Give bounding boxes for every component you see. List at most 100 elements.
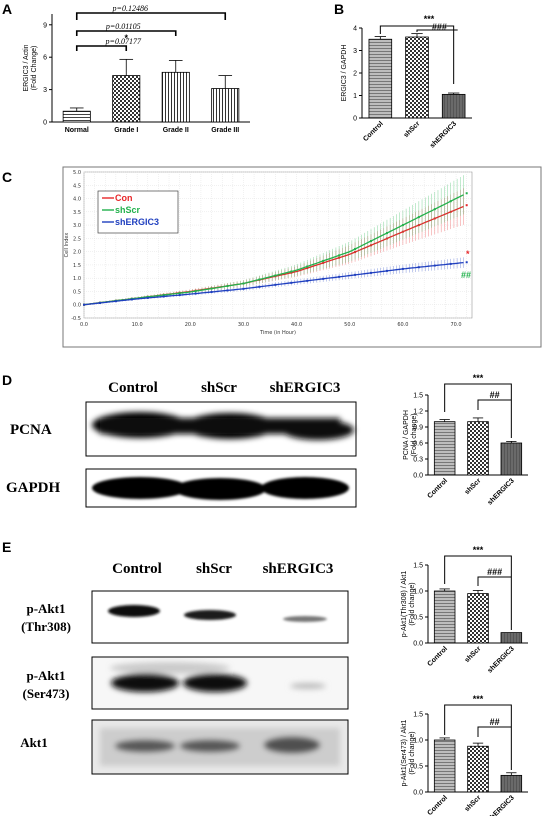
legend: Con shScr shERGIC3 xyxy=(97,190,179,234)
significance-hash: ## xyxy=(461,270,471,280)
y-axis-label: Cell Index xyxy=(64,233,70,258)
blot-e-thr308-bands xyxy=(108,605,327,622)
y-tick-label: 4.5 xyxy=(73,183,81,189)
panel-letter-b: B xyxy=(334,1,344,17)
data-point xyxy=(449,262,452,265)
data-point xyxy=(258,285,261,288)
data-point xyxy=(226,289,229,292)
x-tick-label: 0.0 xyxy=(80,322,88,328)
data-point xyxy=(210,290,213,293)
y-tick-label: 6 xyxy=(43,55,47,62)
data-point xyxy=(162,294,165,297)
panel-letter-e: E xyxy=(2,539,11,555)
data-point xyxy=(354,247,357,250)
bar xyxy=(112,75,141,123)
y-tick-label: 3.5 xyxy=(73,210,81,216)
data-point xyxy=(370,240,373,243)
x-tick-label: 50.0 xyxy=(344,322,355,328)
data-point xyxy=(338,275,341,278)
x-tick-label: Grade III xyxy=(211,127,239,134)
y-tick-label: 4 xyxy=(353,26,357,33)
bar xyxy=(368,38,393,119)
y-tick-label: 1.0 xyxy=(73,276,81,282)
data-point xyxy=(449,200,452,203)
data-point xyxy=(401,224,404,227)
significance-bracket xyxy=(75,45,128,51)
significance-bracket xyxy=(75,12,227,20)
data-point xyxy=(178,294,181,297)
significance-bracket xyxy=(444,555,512,630)
x-tick-label: Grade I xyxy=(114,127,138,134)
data-point xyxy=(306,265,309,268)
chart-ergic3-knockdown-bars: 0 1 2 3 4 ERGIC3 / GAPDH Control shScr shERGIC3 *… xyxy=(341,14,472,150)
data-point xyxy=(194,290,197,293)
data-point xyxy=(258,278,261,281)
series-shergic3 xyxy=(83,257,468,306)
significance-bracket xyxy=(444,704,512,770)
panel-letter-c: C xyxy=(2,169,12,185)
bar xyxy=(467,745,489,793)
x-tick-label: Grade II xyxy=(163,127,189,134)
data-point xyxy=(114,300,117,303)
bar xyxy=(500,632,523,644)
blot-e-col-1: shScr xyxy=(196,561,232,577)
x-tick-label: Normal xyxy=(65,127,89,134)
p-value-label: p=0.07177 xyxy=(105,37,142,46)
x-tick-label: shERGIC3 xyxy=(429,120,458,149)
y-tick-label: 0.0 xyxy=(413,473,423,480)
chart-akt-thr308-bars: 0.0 0.5 1.0 1.5 p-Akt1(Thr308) / Akt1 (Fold c… xyxy=(401,545,528,675)
panel-letter-a: A xyxy=(2,1,12,17)
blot-d-row-1: GAPDH xyxy=(6,480,60,496)
data-point xyxy=(130,298,133,301)
chart-akt-ser473-bars: 0.0 0.5 1.0 1.5 p-Akt1(Ser473) / Akt1 (Fold c… xyxy=(401,694,528,816)
x-tick-label: 60.0 xyxy=(397,322,408,328)
y-tick-label: 1.0 xyxy=(413,589,423,596)
data-point xyxy=(465,192,468,195)
y-axis-label: PCNA / GAPDH xyxy=(403,410,410,460)
legend-entry: shERGIC3 xyxy=(115,217,159,227)
y-axis-label: (Fold change) xyxy=(409,731,416,774)
y-tick-label: 2.0 xyxy=(73,250,81,256)
y-tick-label: 0.5 xyxy=(413,615,423,622)
blot-e-col-2: shERGIC3 xyxy=(263,561,334,577)
x-tick-label: 30.0 xyxy=(238,322,249,328)
y-tick-label: 9 xyxy=(43,22,47,29)
significance-bracket xyxy=(379,25,455,84)
blot-e-ser473-bands xyxy=(110,662,326,692)
p-value-label: p=0.12486 xyxy=(112,4,148,13)
x-tick-label: shERGIC3 xyxy=(487,477,516,506)
y-tick-label: 3.0 xyxy=(73,223,81,229)
y-tick-label: 0 xyxy=(353,116,357,123)
y-tick-label: 0 xyxy=(43,120,47,127)
significance-bracket xyxy=(477,726,512,737)
x-tick-label: shScr xyxy=(464,794,483,813)
x-tick-label: shERGIC3 xyxy=(487,645,516,674)
y-axis-label: ERGIC3 / Actin xyxy=(23,44,30,91)
bar xyxy=(211,88,240,123)
data-point xyxy=(322,259,325,262)
data-point xyxy=(465,261,468,264)
bar xyxy=(433,739,456,793)
y-axis-label: p-Akt1(Thr308) / Akt1 xyxy=(401,571,408,638)
y-axis-label: p-Akt1(Ser473) / Akt1 xyxy=(401,719,408,786)
data-point xyxy=(98,301,101,304)
blot-d: Control shScr shERGIC3 PCNA GAPDH xyxy=(6,380,357,508)
data-point xyxy=(242,287,245,290)
x-tick-label: 70.0 xyxy=(450,322,461,328)
y-tick-label: 1.5 xyxy=(413,712,423,719)
x-tick-label: 20.0 xyxy=(185,322,196,328)
data-point xyxy=(370,271,373,274)
y-tick-label: -0.5 xyxy=(71,316,81,322)
significance-star: * xyxy=(124,33,128,43)
significance-bracket xyxy=(416,29,458,32)
y-axis-label: (Fold change) xyxy=(411,413,418,456)
data-point xyxy=(322,277,325,280)
blot-e-row-1-a: p-Akt1 xyxy=(26,668,65,683)
data-point xyxy=(162,295,165,298)
y-tick-label: 0.5 xyxy=(73,289,81,295)
y-tick-label: 2.5 xyxy=(73,236,81,242)
bar xyxy=(467,421,489,476)
y-axis-label: (Fold Change) xyxy=(31,46,38,91)
y-tick-label: 0.9 xyxy=(413,425,423,432)
y-tick-label: 0.3 xyxy=(413,457,423,464)
